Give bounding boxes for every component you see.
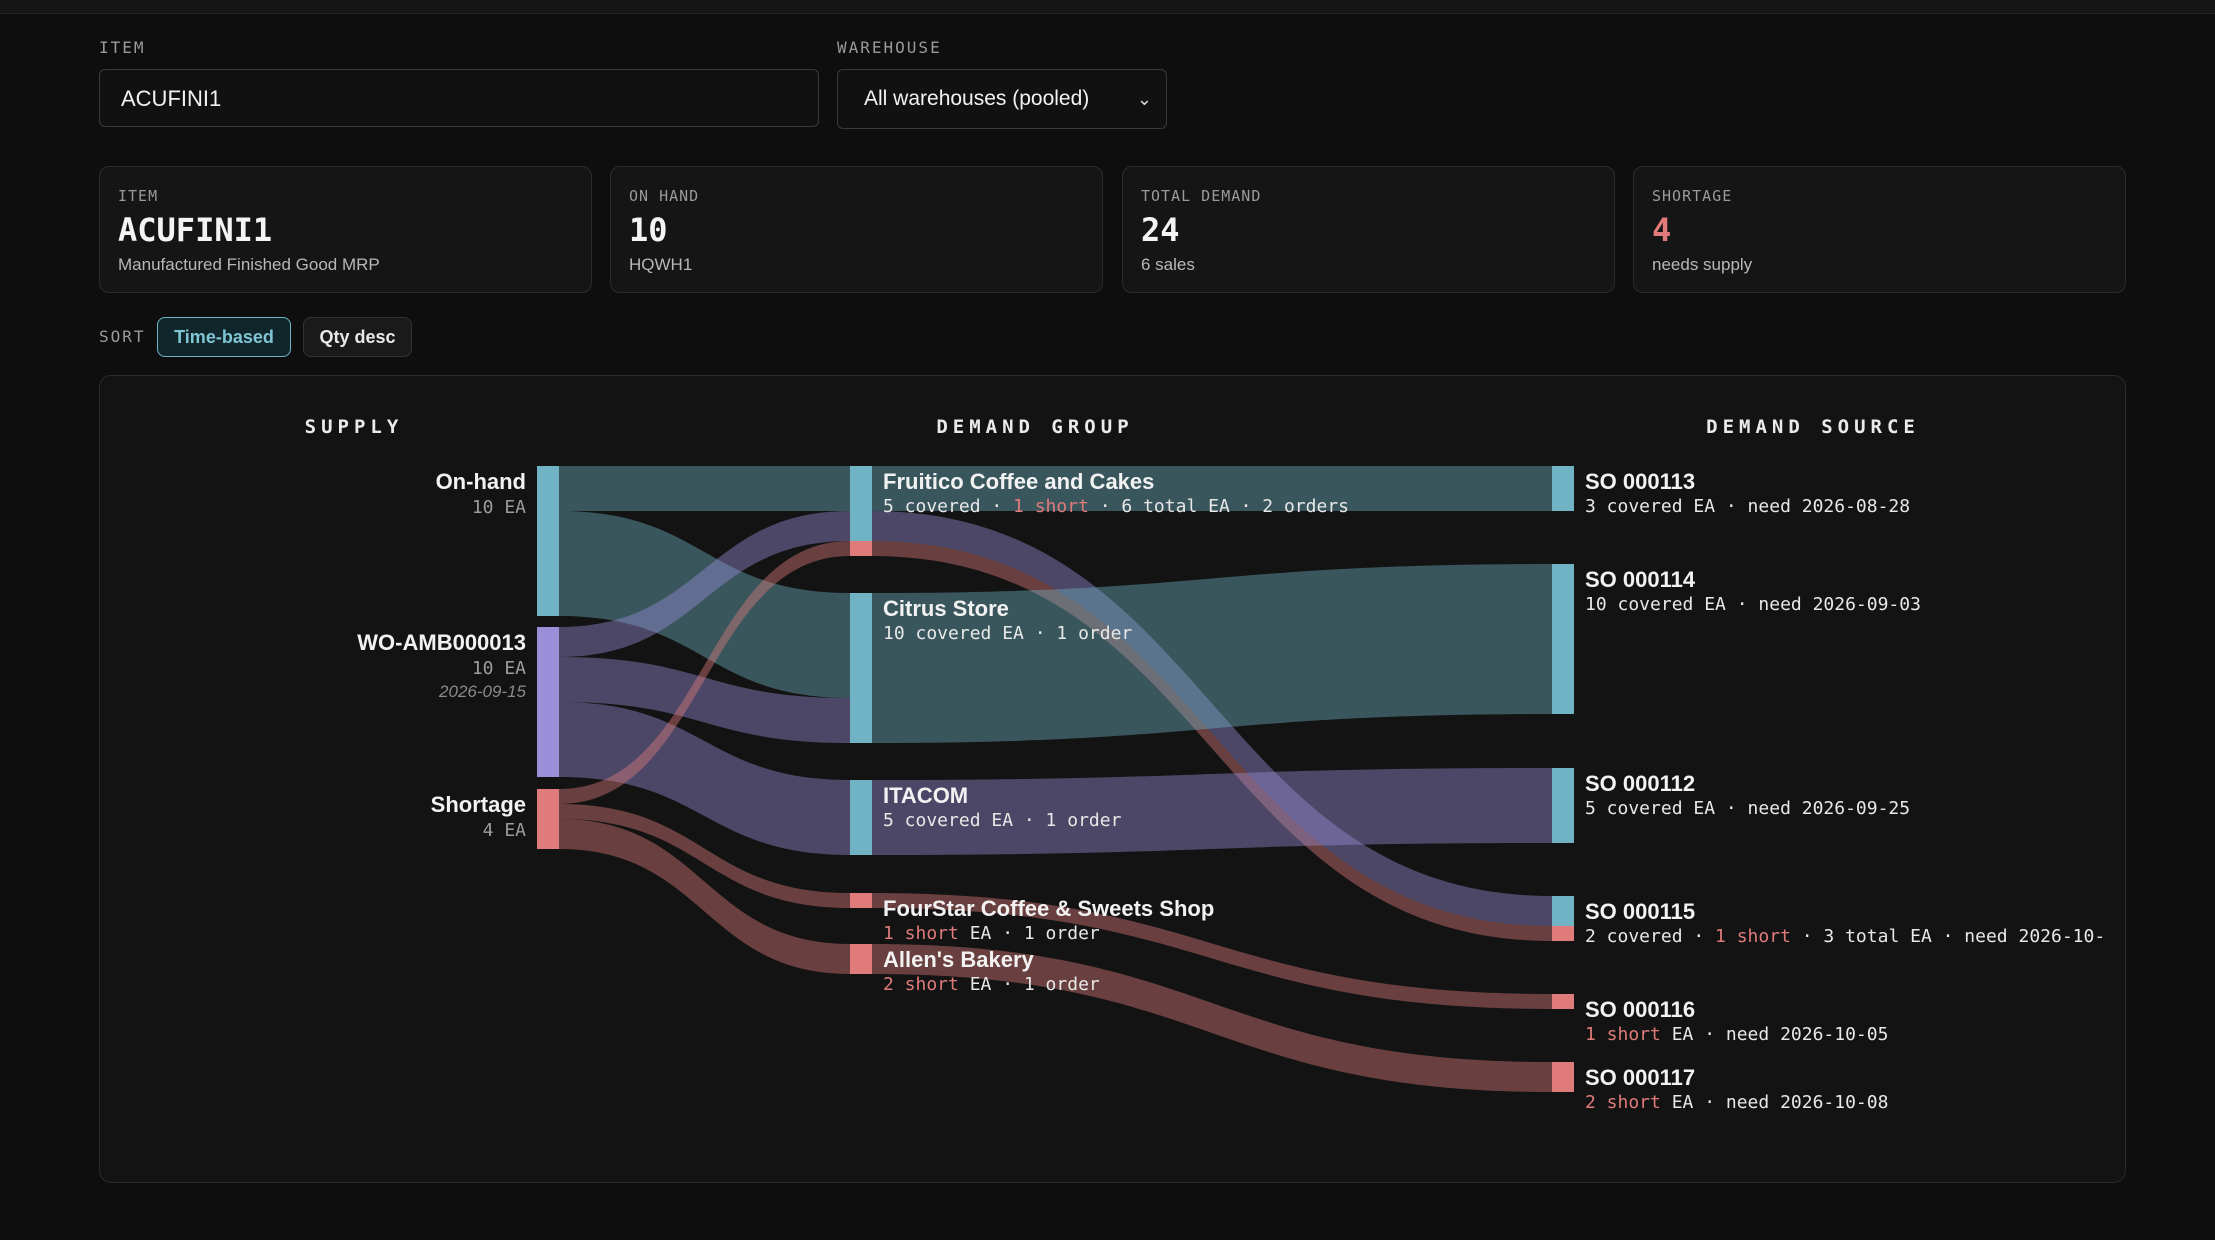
item-card-key: ITEM xyxy=(118,187,159,205)
total-demand-card-sub: 6 sales xyxy=(1141,255,1195,274)
warehouse-field-label: WAREHOUSE xyxy=(837,38,942,57)
group-node-detail: 1 short EA · 1 order xyxy=(883,923,1100,944)
on-hand-card: ON HAND 10 HQWH1 xyxy=(610,166,1103,293)
sankey-link[interactable] xyxy=(872,564,1552,743)
item-card-value: ACUFINI1 xyxy=(118,211,273,249)
sankey-link[interactable] xyxy=(559,657,850,743)
top-bar xyxy=(0,0,2215,14)
on-hand-card-sub: HQWH1 xyxy=(629,255,693,274)
source-node-bar[interactable] xyxy=(1552,466,1574,511)
group-node-bar[interactable] xyxy=(850,780,872,855)
on-hand-card-key: ON HAND xyxy=(629,187,700,205)
group-node-bar[interactable] xyxy=(850,944,872,974)
item-input[interactable]: ACUFINI1 xyxy=(99,69,819,127)
warehouse-select[interactable]: All warehouses (pooled) ⌄ xyxy=(837,69,1167,129)
group-node-detail: 5 covered · 1 short · 6 total EA · 2 ord… xyxy=(883,496,1349,517)
sankey-link[interactable] xyxy=(559,702,850,855)
group-node-detail: 2 short EA · 1 order xyxy=(883,974,1100,995)
supply-node-bar[interactable] xyxy=(537,627,559,777)
source-node-name: SO 000117 xyxy=(1585,1065,1695,1090)
group-node-name: Citrus Store xyxy=(883,596,1009,621)
supply-node-qty: 10 EA xyxy=(472,658,526,679)
supply-node-date: 2026-09-15 xyxy=(438,682,527,701)
source-node-detail: 10 covered EA · need 2026-09-03 xyxy=(1585,594,1921,615)
warehouse-select-value: All warehouses (pooled) xyxy=(864,87,1090,110)
sankey-link[interactable] xyxy=(872,466,1552,511)
total-demand-card: TOTAL DEMAND 24 6 sales xyxy=(1122,166,1615,293)
group-node-name: ITACOM xyxy=(883,783,968,808)
total-demand-card-value: 24 xyxy=(1141,211,1180,249)
sankey-nodes xyxy=(537,466,1574,1092)
source-node-name: SO 000113 xyxy=(1585,469,1695,494)
group-node-name: Fruitico Coffee and Cakes xyxy=(883,469,1154,494)
source-node-detail: 2 short EA · need 2026-10-08 xyxy=(1585,1092,1888,1113)
group-node-name: FourStar Coffee & Sweets Shop xyxy=(883,896,1214,921)
column-header-supply: SUPPLY xyxy=(305,416,404,438)
source-node-detail: 2 covered · 1 short · 3 total EA · need … xyxy=(1585,926,2105,947)
sankey-link[interactable] xyxy=(872,768,1552,855)
source-node-name: SO 000115 xyxy=(1585,899,1695,924)
sankey-link[interactable] xyxy=(872,944,1552,1092)
shortage-card-sub: needs supply xyxy=(1652,255,1753,274)
item-card-sub: Manufactured Finished Good MRP xyxy=(118,255,380,274)
source-node-bar[interactable] xyxy=(1552,926,1574,941)
group-node-bar[interactable] xyxy=(850,466,872,541)
sort-time-based-button[interactable]: Time-based xyxy=(157,317,291,357)
chevron-down-icon: ⌄ xyxy=(1136,89,1152,109)
shortage-card: SHORTAGE 4 needs supply xyxy=(1633,166,2126,293)
source-node-detail: 5 covered EA · need 2026-09-25 xyxy=(1585,798,1910,819)
sankey-link[interactable] xyxy=(872,511,1552,926)
source-node-bar[interactable] xyxy=(1552,1062,1574,1092)
group-node-detail: 5 covered EA · 1 order xyxy=(883,810,1122,831)
source-node-bar[interactable] xyxy=(1552,768,1574,843)
supply-node-name: WO-AMB000013 xyxy=(357,630,526,655)
sort-label: SORT xyxy=(99,327,146,346)
supply-node-qty: 10 EA xyxy=(472,497,526,518)
item-field-label: ITEM xyxy=(99,38,146,57)
shortage-card-value: 4 xyxy=(1652,211,1672,249)
supply-node-name: On-hand xyxy=(436,469,526,494)
sankey-link[interactable] xyxy=(559,511,850,698)
supply-node-bar[interactable] xyxy=(537,789,559,849)
source-node-name: SO 000112 xyxy=(1585,771,1695,796)
source-node-detail: 1 short EA · need 2026-10-05 xyxy=(1585,1024,1888,1045)
supply-node-qty: 4 EA xyxy=(483,820,527,841)
supply-node-bar[interactable] xyxy=(537,466,559,616)
on-hand-card-value: 10 xyxy=(629,211,668,249)
group-node-detail: 10 covered EA · 1 order xyxy=(883,623,1132,644)
shortage-card-key: SHORTAGE xyxy=(1652,187,1733,205)
sankey-link[interactable] xyxy=(872,541,1552,941)
item-card: ITEM ACUFINI1 Manufactured Finished Good… xyxy=(99,166,592,293)
source-node-detail: 3 covered EA · need 2026-08-28 xyxy=(1585,496,1910,517)
sankey-link[interactable] xyxy=(559,804,850,908)
sankey-links xyxy=(559,466,1552,1092)
source-node-name: SO 000116 xyxy=(1585,997,1695,1022)
source-node-bar[interactable] xyxy=(1552,564,1574,714)
sankey-link[interactable] xyxy=(872,893,1552,1009)
total-demand-card-key: TOTAL DEMAND xyxy=(1141,187,1262,205)
sankey-link[interactable] xyxy=(559,819,850,974)
group-node-bar[interactable] xyxy=(850,893,872,908)
sankey-link[interactable] xyxy=(559,541,850,804)
column-header-demand-source: DEMAND SOURCE xyxy=(1706,416,1920,438)
sankey-link[interactable] xyxy=(559,466,850,511)
source-node-bar[interactable] xyxy=(1552,896,1574,926)
sankey-panel xyxy=(99,375,2126,1183)
supply-node-name: Shortage xyxy=(431,792,526,817)
sankey-link[interactable] xyxy=(559,511,850,657)
group-node-name: Allen's Bakery xyxy=(883,947,1035,972)
source-node-bar[interactable] xyxy=(1552,994,1574,1009)
sort-qty-desc-button[interactable]: Qty desc xyxy=(303,317,412,357)
group-node-bar[interactable] xyxy=(850,593,872,743)
source-node-name: SO 000114 xyxy=(1585,567,1696,592)
column-header-demand-group: DEMAND GROUP xyxy=(936,416,1133,438)
group-node-bar[interactable] xyxy=(850,541,872,556)
